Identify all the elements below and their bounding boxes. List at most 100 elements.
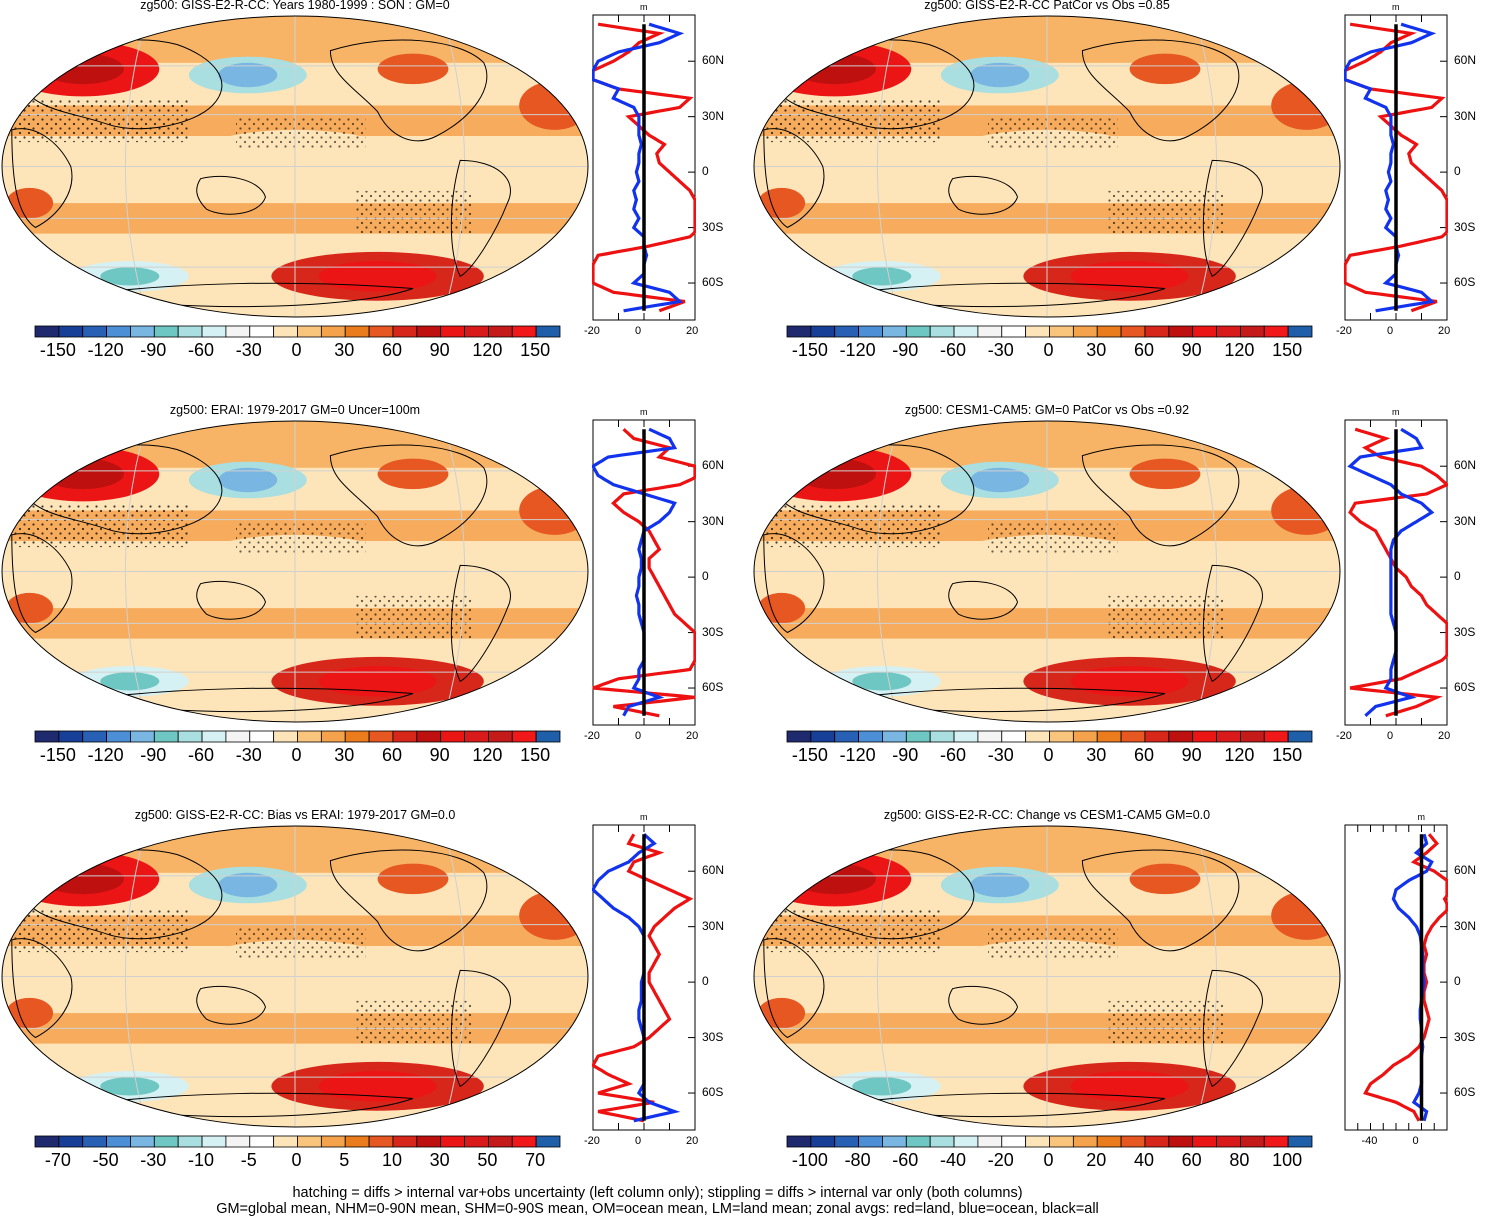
panel-4-colorbar-label: 120 [1224, 745, 1255, 765]
panel-5-colorbar-swatch [344, 1135, 370, 1148]
panel-1-colorbar-swatch [511, 325, 537, 338]
panel-6-colorbar-label: -60 [892, 1150, 919, 1170]
panel-4-anomaly-10 [1271, 486, 1340, 535]
panel-5-colorbar-label: -70 [44, 1150, 71, 1170]
panel-2-continent-5 [1202, 159, 1263, 277]
panel-3: zg500: ERAI: 1979-2017 GM=0 Uncer=100m -1… [0, 403, 733, 805]
panel-6-colorbar-swatch [953, 1135, 979, 1148]
panel-1-continent-3 [196, 175, 267, 215]
panel-6-colorbar [786, 1135, 1313, 1148]
panel-3-coastlines [11, 444, 511, 713]
panel-4-colorbar-label: -150 [791, 745, 828, 765]
panel-2-colorbar-swatch [858, 325, 883, 338]
panel-2-anomaly-11 [757, 187, 806, 219]
panel-4-title: zg500: CESM1-CAM5: GM=0 PatCor vs Obs =0… [904, 403, 1190, 417]
footer-line-1: hatching = diffs > internal var+obs unce… [292, 1185, 1023, 1201]
panel-1-anomaly-10 [519, 81, 588, 130]
panel-5-colorbar-label: -10 [188, 1150, 215, 1170]
panel-1-continent-2 [11, 128, 73, 229]
panel-2-continent-3 [948, 175, 1019, 215]
panel-1-profile-lat-tick: 30S [702, 219, 724, 234]
panel-6-anomaly-11 [757, 997, 806, 1029]
panel-2-colorbar-swatch [810, 325, 836, 338]
panel-3-colorbar-swatch [416, 730, 442, 743]
panel-3-stipple-1 [11, 504, 189, 548]
panel-1-colorbar-swatch [249, 325, 275, 338]
panel-5-colorbar-swatch [34, 1135, 60, 1148]
panel-6-profile-frame [1344, 824, 1448, 1131]
panel-1-colorbar-label: -60 [188, 340, 215, 360]
panel-1-colorbar-label: 90 [429, 340, 450, 360]
panel-2-colorbar-swatch [1168, 325, 1194, 338]
panel-1-continent-4 [329, 39, 488, 142]
panel-6-profile-lat-tick: 30N [1454, 918, 1477, 933]
panel-1-continent-5 [450, 159, 511, 277]
panel-4-colorbar-swatch [1144, 730, 1170, 743]
panel-4-colorbar-label: 60 [1133, 745, 1154, 765]
panel-5-coastlines [11, 849, 511, 1118]
panel-6: zg500: GISS-E2-R-CC: Change vs CESM1-CAM… [752, 808, 1485, 1210]
panel-2-profile-lat-tick: 60N [1454, 53, 1477, 68]
panel-2-map [753, 15, 1341, 318]
panel-4-colorbar-swatch [786, 730, 812, 743]
panel-2-stipple-1 [763, 99, 941, 143]
panel-1-colorbar-swatch [368, 325, 394, 338]
panel-6-stipple-1 [763, 909, 941, 953]
panel-2-colorbar-label: 60 [1133, 340, 1154, 360]
panel-3-colorbar-swatch [177, 730, 203, 743]
panel-2-colorbar-swatch [1263, 325, 1289, 338]
panel-1-stipple-2 [236, 117, 366, 149]
panel-3-colorbar-swatch [344, 730, 370, 743]
panel-4-map [753, 420, 1341, 723]
panel-1-profile-lat-tick: 60N [702, 53, 725, 68]
panel-1-colorbar-swatch [273, 325, 298, 338]
panel-1-coastlines [11, 39, 511, 308]
panel-6-colorbar-swatch [1192, 1135, 1217, 1148]
panel-5-colorbar-swatch [320, 1135, 346, 1148]
panel-3-continent-3 [196, 580, 267, 620]
panel-2-colorbar-swatch [834, 325, 859, 338]
panel-5-anomaly-4 [218, 872, 278, 898]
panel-6-colorbar-swatch [1216, 1135, 1241, 1148]
panel-1-colorbar-label: 30 [334, 340, 355, 360]
panel-3-profile-lat-tick: 30N [702, 513, 725, 528]
panel-5-colorbar-label: 50 [477, 1150, 498, 1170]
panel-2-colorbar-label: 30 [1086, 340, 1107, 360]
panel-4-anomaly-8 [852, 672, 912, 691]
panel-5-continent-5 [450, 969, 511, 1087]
panel-5-colorbar-swatch [201, 1135, 227, 1148]
panel-5: zg500: GISS-E2-R-CC: Bias vs ERAI: 1979-… [0, 808, 733, 1210]
panel-3-anomaly-11 [5, 592, 54, 624]
panel-3-colorbar-label: -90 [140, 745, 167, 765]
panel-2-colorbar-swatch [1072, 325, 1098, 338]
panel-2-colorbar-swatch [1096, 325, 1122, 338]
panel-4-profile-ocean-line [1347, 427, 1435, 717]
panel-6-colorbar-swatch [1144, 1135, 1170, 1148]
panel-6-colorbar-swatch [786, 1135, 812, 1148]
panel-6-stipple-2 [988, 927, 1118, 959]
panel-3-continent-2 [11, 533, 73, 634]
panel-2-anomaly-10 [1271, 81, 1340, 130]
panel-6-map-border [753, 825, 1341, 1128]
panel-4-colorbar-swatch [1120, 730, 1146, 743]
panel-5-continent-4 [329, 849, 488, 952]
panel-1-colorbar-swatch [464, 325, 489, 338]
panel-2-colorbar-swatch [953, 325, 979, 338]
panel-6-colorbar-swatch [977, 1135, 1003, 1148]
panel-6-profile-land-line [1363, 833, 1448, 1122]
panel-2-colorbar-label: 150 [1272, 340, 1303, 360]
panel-4-profile-lat-tick: 30N [1454, 513, 1477, 528]
panel-5-colorbar-swatch [58, 1135, 84, 1148]
panel-5-anomaly-9 [377, 863, 449, 895]
panel-3-colorbar-swatch [392, 730, 418, 743]
panel-1-profile-lat-tick: 0 [702, 164, 709, 179]
panel-6-colorbar-label: -100 [791, 1150, 828, 1170]
panel-2-anomaly-9 [1129, 53, 1201, 85]
panel-1-colorbar-swatch [320, 325, 346, 338]
panel-4-colorbar-label: 150 [1272, 745, 1303, 765]
panel-4-anomaly-9 [1129, 458, 1201, 490]
panel-2-stipple-3 [1106, 190, 1224, 234]
panel-1-colorbar-label: 60 [381, 340, 402, 360]
panel-5-colorbar-swatch [511, 1135, 537, 1148]
panel-2-colorbar-swatch [1049, 325, 1074, 338]
